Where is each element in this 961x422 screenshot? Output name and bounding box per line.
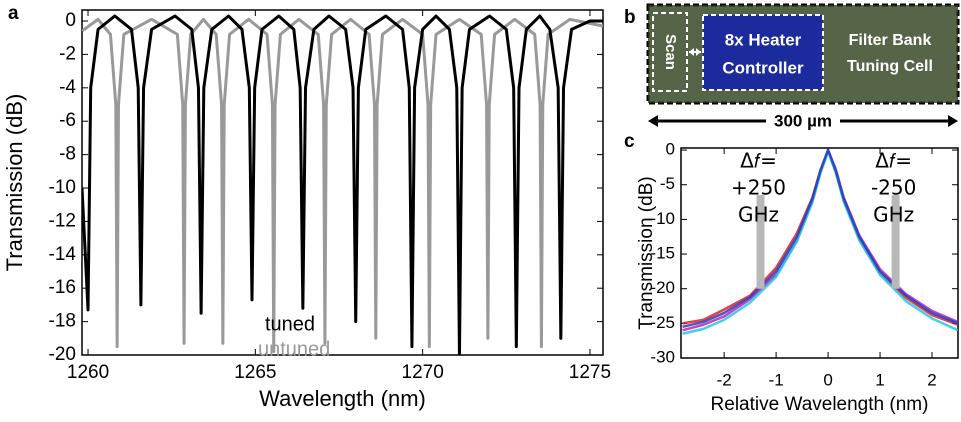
annotation-text: GHz xyxy=(738,203,779,227)
x-tick-label: 1265 xyxy=(234,362,276,383)
y-tick-label: 0 xyxy=(65,10,76,31)
y-tick-label: -12 xyxy=(49,210,76,231)
cell-label: Filter Bank xyxy=(849,32,932,49)
controller-label: Controller xyxy=(722,58,804,77)
x-tick-label: 1270 xyxy=(402,362,444,383)
x-tick-label: -1 xyxy=(769,370,784,389)
y-tick-label: 0 xyxy=(666,140,675,159)
legend-entry: tuned xyxy=(265,313,315,335)
annotation-text: -250 xyxy=(871,176,916,200)
y-tick-label: -20 xyxy=(650,278,675,297)
y-axis-label: Transmission (dB) xyxy=(636,176,657,329)
data-line xyxy=(82,17,603,354)
y-axis-label: Transmission (dB) xyxy=(2,94,27,272)
y-tick-label: -10 xyxy=(49,177,76,198)
y-tick-label: -6 xyxy=(59,110,76,131)
panel-label: a xyxy=(8,3,19,24)
legend-entry: untuned xyxy=(258,338,330,360)
data-line xyxy=(82,14,603,355)
y-tick-label: -20 xyxy=(49,344,76,365)
x-tick-label: -2 xyxy=(717,370,732,389)
y-tick-label: -16 xyxy=(49,277,76,298)
y-tick-label: -4 xyxy=(59,77,76,98)
x-tick-label: 1275 xyxy=(569,362,611,383)
scan-label: Scan xyxy=(662,34,679,70)
x-tick-label: 0 xyxy=(823,370,832,389)
panel-label: b xyxy=(624,7,636,28)
y-tick-label: -14 xyxy=(49,244,77,265)
y-tick-label: -10 xyxy=(650,209,675,228)
chip-image xyxy=(646,3,960,132)
y-tick-label: -15 xyxy=(650,244,675,263)
annotation-text: +250 xyxy=(731,176,786,200)
annotation-text: Δ𝑓= xyxy=(875,149,912,173)
y-tick-label: -5 xyxy=(660,174,675,193)
panel-label: c xyxy=(624,131,635,152)
x-axis-label: Relative Wavelength (nm) xyxy=(711,394,929,415)
y-tick-label: -2 xyxy=(59,43,76,64)
annotation-text: Δ𝑓= xyxy=(740,149,777,173)
plot-area xyxy=(82,14,603,355)
x-tick-label: 1 xyxy=(875,370,884,389)
annotation-text: GHz xyxy=(873,203,914,227)
y-tick-label: -30 xyxy=(650,347,675,366)
y-tick-label: -18 xyxy=(49,311,76,332)
y-tick-label: -25 xyxy=(650,313,675,332)
plot-frame xyxy=(81,9,604,356)
controller-label: 8x Heater xyxy=(725,30,802,49)
x-tick-label: 1260 xyxy=(67,362,109,383)
cell-label: Tuning Cell xyxy=(847,58,933,75)
x-tick-label: 2 xyxy=(927,370,936,389)
x-axis-label: Wavelength (nm) xyxy=(259,386,426,411)
y-tick-label: -8 xyxy=(59,144,76,165)
plot-frame xyxy=(680,147,959,359)
scale-bar-label: 300 µm xyxy=(774,111,832,130)
